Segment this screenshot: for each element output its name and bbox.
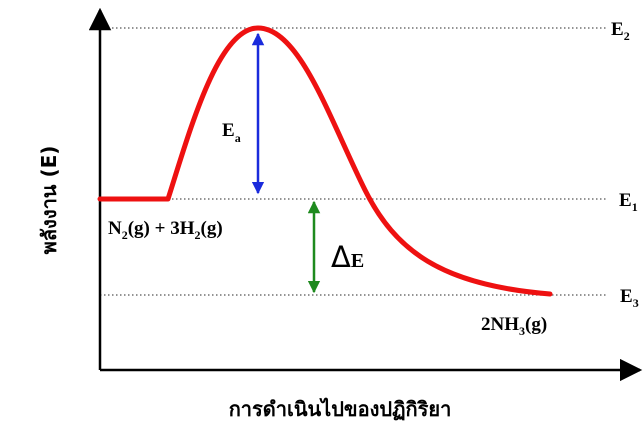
reactants-label: N2(g) + 3H2(g) — [108, 218, 223, 242]
e1-label: E1 — [619, 190, 638, 214]
e3-label: E3 — [620, 286, 639, 310]
energy-curve — [97, 25, 553, 297]
products-label: 2NH3(g) — [481, 314, 547, 338]
x-axis-title: การดำเนินไปของปฏิกิริยา — [229, 397, 452, 421]
y-axis-title: พลังงาน (E) — [37, 146, 61, 255]
e2-label: E2 — [611, 19, 630, 43]
delta-energy-label: ΔE — [331, 240, 364, 274]
activation-energy-label: Ea — [222, 120, 241, 145]
